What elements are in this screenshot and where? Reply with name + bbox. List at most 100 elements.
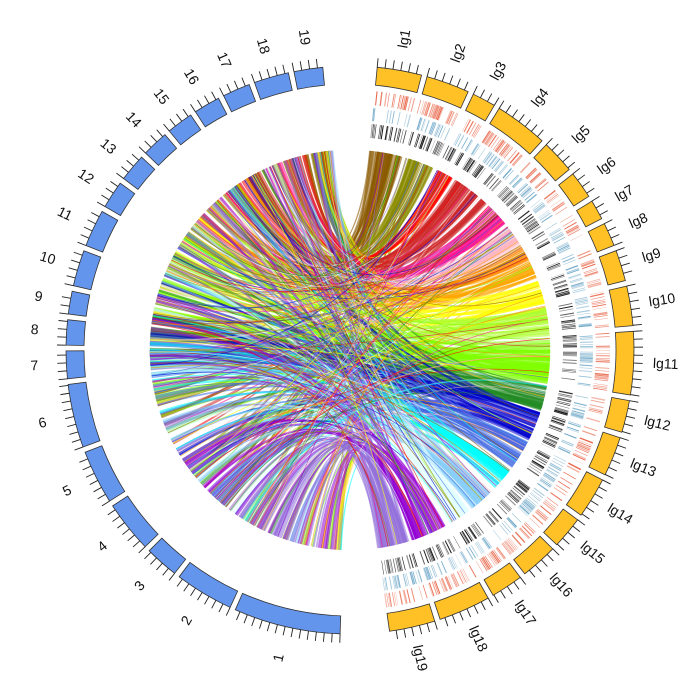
tick-mark (582, 181, 590, 187)
tick-mark (190, 103, 196, 113)
heat-track-bar (549, 229, 562, 237)
heat-track-bar (438, 143, 445, 157)
heat-track-bar (562, 359, 577, 361)
tick-mark (156, 129, 163, 137)
heat-track-bar (412, 571, 417, 584)
heat-track-bar (459, 569, 467, 583)
heat-track-bar (482, 537, 491, 549)
heat-track-bar (388, 126, 392, 141)
heat-track-bar (558, 394, 573, 399)
chromosome-label-lg14: lg14 (605, 500, 636, 528)
synteny-link-line (225, 391, 542, 508)
synteny-link-line (222, 195, 483, 501)
heat-track-bar (549, 424, 563, 431)
tick-mark (607, 226, 617, 232)
heat-track-bar (493, 160, 503, 172)
heat-track-bar (536, 509, 548, 520)
tick-mark (182, 108, 189, 117)
ideogram-lg11 (612, 330, 635, 396)
tick-mark (480, 89, 485, 98)
heat-track-bar (410, 571, 416, 585)
heat-track-bar (550, 492, 563, 502)
heat-track-bar (532, 489, 543, 499)
synteny-link-line (174, 221, 504, 296)
heat-track-bar (560, 476, 573, 485)
heat-track-bar (402, 129, 407, 144)
heat-track-bar (543, 437, 557, 444)
heat-track-bar (553, 487, 566, 496)
heat-track-bar (549, 463, 562, 472)
heat-track-bar (509, 152, 520, 164)
tick-mark (150, 134, 158, 143)
heat-track-bar (532, 514, 544, 525)
ideogram-16 (194, 97, 228, 128)
synteny-link-line (325, 151, 440, 530)
heat-track-bar (528, 465, 541, 474)
heat-track-bar (588, 410, 603, 414)
heat-track-bar (571, 411, 585, 417)
heat-track-bar (541, 443, 554, 450)
tick-mark (513, 581, 520, 590)
tick-mark (444, 617, 449, 627)
heat-track-bar (534, 178, 546, 189)
heat-track-bar (397, 112, 401, 126)
synteny-link-line (150, 350, 391, 547)
heat-track-bar (492, 180, 502, 192)
heat-track-bar (593, 386, 608, 390)
tick-mark (541, 559, 548, 567)
heat-track-bar (461, 569, 469, 582)
heat-track-bar (406, 555, 412, 569)
heat-track-bar (561, 326, 576, 329)
synteny-link-line (323, 151, 449, 258)
heat-track-bar (461, 137, 469, 150)
tick-mark (138, 146, 146, 154)
heat-track-bar (532, 233, 546, 242)
heat-track-bar (417, 134, 423, 149)
tick-mark (586, 506, 595, 513)
heat-track-bar (398, 557, 403, 571)
heat-track-bar (545, 434, 559, 441)
ideogram-lg5 (533, 144, 570, 182)
heat-track-bar (579, 351, 593, 353)
tick-mark (57, 328, 67, 330)
tick-mark (598, 486, 607, 492)
heat-track-bar (567, 422, 581, 428)
heat-track-bar (552, 202, 566, 212)
heat-track-bar (579, 357, 593, 360)
heat-track-bar (579, 341, 593, 343)
heat-track-bar (564, 432, 577, 439)
synteny-link-line (152, 200, 483, 324)
heat-track-bar (533, 457, 546, 466)
tick-mark (473, 605, 479, 614)
heat-track-bar (489, 178, 499, 190)
chromosome-label-2: 2 (177, 613, 195, 628)
heat-track-bar (535, 179, 547, 189)
heat-track-bar (591, 302, 606, 306)
heat-track-bar (566, 226, 580, 234)
heat-track-bar (572, 287, 585, 292)
heat-track-bar (480, 557, 489, 571)
heat-track-bar (408, 554, 414, 569)
tick-mark (618, 254, 628, 259)
heat-track-bar (526, 497, 537, 507)
tick-mark (562, 537, 570, 545)
synteny-link-lg17 (328, 150, 467, 515)
heat-track-bar (519, 162, 531, 174)
tick-mark (621, 262, 630, 267)
heat-track-bar (422, 136, 429, 151)
tick-mark (117, 522, 125, 529)
heat-track-bar (587, 283, 602, 289)
heat-track-bar (447, 558, 454, 570)
chromosome-label-19: 19 (296, 28, 314, 46)
synteny-link-line (333, 385, 546, 550)
tick-marks (57, 58, 643, 643)
ideogram-lg18 (433, 581, 489, 620)
heat-track-bar (386, 92, 390, 107)
heat-track-bar (407, 131, 413, 146)
heat-track-bar (431, 546, 439, 560)
heat-track-bar (579, 354, 593, 357)
tick-mark (586, 187, 595, 194)
tick-mark (604, 219, 613, 225)
ideogram-lg4 (489, 107, 543, 155)
heat-track-bar (447, 539, 455, 552)
